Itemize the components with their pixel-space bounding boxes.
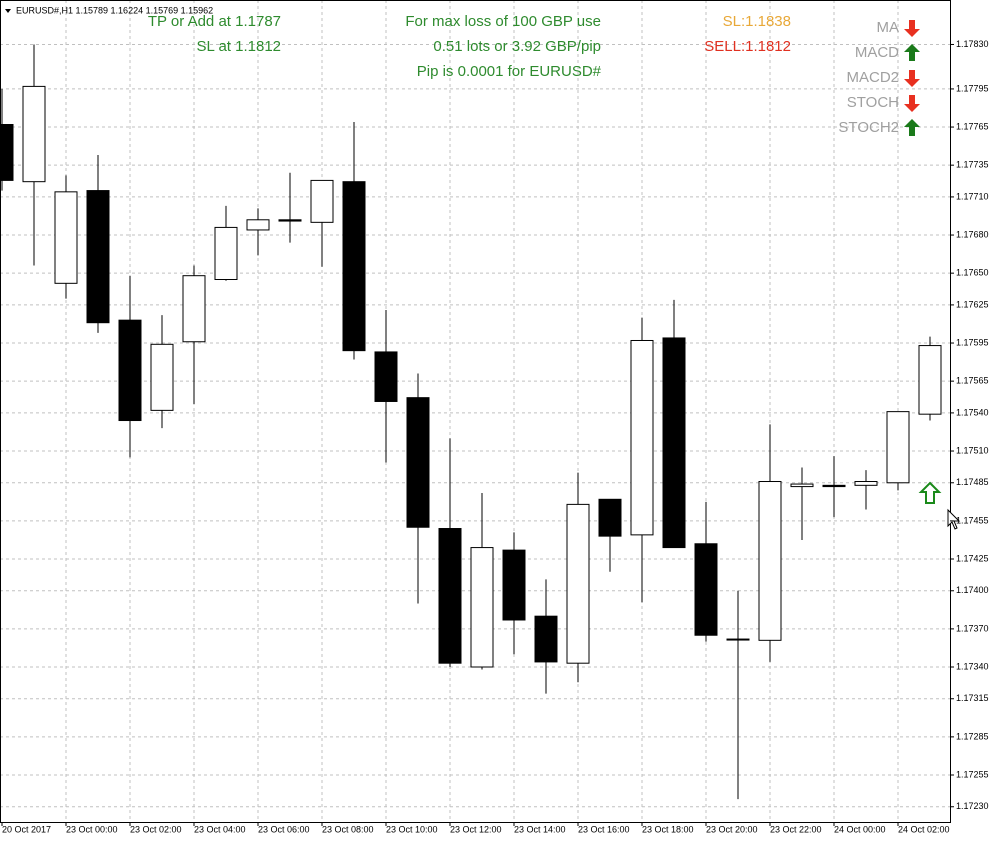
indicator-label: STOCH	[847, 94, 899, 111]
candle-body	[758, 481, 782, 641]
y-tick-label: 1.17400	[956, 585, 989, 595]
annotation: SELL:1.1812	[704, 38, 791, 55]
y-tick-label: 1.17680	[956, 229, 989, 239]
y-tick-label: 1.17735	[956, 160, 989, 170]
candle-body	[598, 498, 622, 537]
indicator-arrow	[904, 119, 920, 136]
annotation: Pip is 0.0001 for EURUSD#	[417, 63, 602, 80]
candle-body	[438, 528, 462, 664]
y-tick-label: 1.17625	[956, 299, 989, 309]
x-tick-label: 23 Oct 00:00	[66, 824, 118, 834]
mouse-cursor	[947, 508, 961, 530]
candle-body	[694, 543, 718, 636]
candle-body	[342, 181, 366, 352]
x-tick-label: 23 Oct 20:00	[706, 824, 758, 834]
candle-body	[566, 503, 590, 664]
x-tick-label: 23 Oct 02:00	[130, 824, 182, 834]
y-tick-label: 1.17455	[956, 515, 989, 525]
y-tick-label: 1.17340	[956, 661, 989, 671]
header-marker	[5, 9, 11, 13]
candle-body	[886, 411, 910, 484]
candle-body	[86, 190, 110, 324]
candle-body	[406, 397, 430, 528]
candle-body	[278, 219, 302, 222]
x-tick-label: 24 Oct 02:00	[898, 824, 950, 834]
indicator-label: STOCH2	[838, 119, 899, 136]
y-tick-label: 1.17650	[956, 268, 989, 278]
candle-body	[790, 483, 814, 488]
x-tick-label: 23 Oct 04:00	[194, 824, 246, 834]
x-tick-label: 23 Oct 16:00	[578, 824, 630, 834]
annotations: TP or Add at 1.1787 SL at 1.1812 For max l…	[148, 13, 791, 80]
buy-signal-arrow	[918, 481, 942, 504]
indicator-arrow	[904, 70, 920, 87]
x-tick-label: 24 Oct 00:00	[834, 824, 886, 834]
annotation: SL at 1.1812	[196, 38, 281, 55]
x-tick-label: 23 Oct 06:00	[258, 824, 310, 834]
candle-body	[534, 615, 558, 663]
x-tick-label: 23 Oct 18:00	[642, 824, 694, 834]
y-tick-label: 1.17485	[956, 477, 989, 487]
candle-body	[0, 124, 14, 181]
candle-body	[374, 351, 398, 402]
candle-body	[118, 319, 142, 422]
x-tick-label: 23 Oct 22:00	[770, 824, 822, 834]
chart-header: EURUSD#,H1 1.15789 1.16224 1.15769 1.159…	[16, 5, 213, 15]
candle-body	[214, 226, 238, 281]
y-tick-label: 1.17765	[956, 121, 989, 131]
candle-body	[726, 638, 750, 641]
annotation: For max loss of 100 GBP use	[405, 13, 601, 30]
candles	[0, 44, 942, 800]
x-tick-label: 20 Oct 2017	[2, 824, 51, 834]
y-tick-label: 1.17710	[956, 191, 989, 201]
y-tick-label: 1.17370	[956, 623, 989, 633]
y-tick-label: 1.17285	[956, 731, 989, 741]
y-tick-label: 1.17425	[956, 553, 989, 563]
indicators: MA MACD MACD2 STOCH STOCH2	[838, 19, 920, 136]
indicator-arrow	[904, 20, 920, 37]
y-tick-label: 1.17565	[956, 376, 989, 386]
indicator-label: MA	[877, 19, 900, 36]
candle-body	[150, 343, 174, 411]
x-tick-label: 23 Oct 12:00	[450, 824, 502, 834]
x-tick-label: 23 Oct 14:00	[514, 824, 566, 834]
y-tick-label: 1.17255	[956, 769, 989, 779]
y-tick-label: 1.17540	[956, 407, 989, 417]
candle-body	[918, 345, 942, 415]
y-tick-label: 1.17510	[956, 445, 989, 455]
plot-frame	[0, 0, 951, 823]
candle-body	[22, 85, 46, 183]
candle-body	[502, 549, 526, 621]
candle-body	[630, 339, 654, 536]
indicator-arrow	[904, 44, 920, 61]
y-tick-label: 1.17315	[956, 693, 989, 703]
x-tick-label: 23 Oct 10:00	[386, 824, 438, 834]
candle-body	[822, 484, 846, 488]
candle-body	[662, 337, 686, 549]
candle-body	[854, 481, 878, 486]
indicator-label: MACD2	[846, 69, 899, 86]
y-tick-label: 1.17830	[956, 39, 989, 49]
candle-body	[182, 275, 206, 343]
indicator-label: MACD	[855, 44, 899, 61]
annotation: TP or Add at 1.1787	[148, 13, 281, 30]
candle-body	[310, 179, 334, 223]
y-tick-label: 1.17230	[956, 801, 989, 811]
y-tick-label: 1.17795	[956, 83, 989, 93]
y-tick-label: 1.17595	[956, 337, 989, 347]
annotation: SL:1.1838	[723, 13, 791, 30]
x-tick-label: 23 Oct 08:00	[322, 824, 374, 834]
candle-body	[246, 219, 270, 231]
candle-body	[470, 547, 494, 668]
indicator-arrow	[904, 95, 920, 112]
candle-body	[54, 191, 78, 284]
annotation: 0.51 lots or 3.92 GBP/pip	[433, 38, 601, 55]
